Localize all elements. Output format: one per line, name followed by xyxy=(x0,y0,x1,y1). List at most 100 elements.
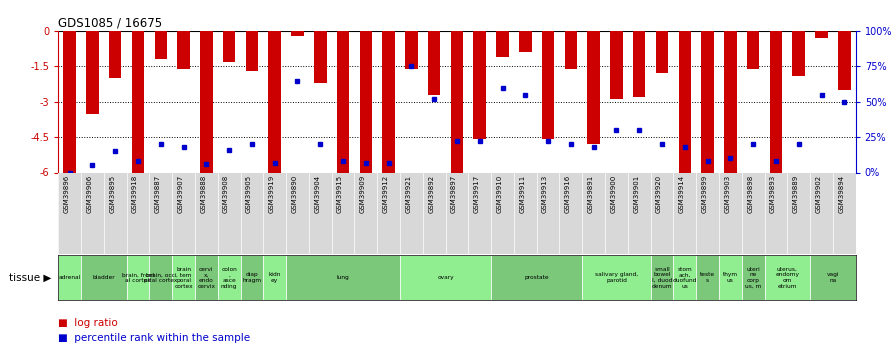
Text: GSM39898: GSM39898 xyxy=(747,175,754,213)
Bar xyxy=(337,31,349,172)
Bar xyxy=(359,31,372,172)
Bar xyxy=(132,31,144,172)
Bar xyxy=(286,255,400,300)
Text: GSM39911: GSM39911 xyxy=(520,175,525,213)
Bar xyxy=(719,255,742,300)
Bar xyxy=(109,31,122,78)
Text: diap
hragm: diap hragm xyxy=(242,272,262,283)
Bar xyxy=(588,31,600,144)
Text: GSM39903: GSM39903 xyxy=(724,175,730,213)
Text: GSM39890: GSM39890 xyxy=(291,175,297,213)
Bar xyxy=(650,255,674,300)
Text: teste
s: teste s xyxy=(700,272,715,283)
Bar xyxy=(383,31,395,172)
Bar xyxy=(696,255,719,300)
Bar xyxy=(58,255,81,300)
Text: GSM39901: GSM39901 xyxy=(633,175,639,213)
Bar xyxy=(792,31,805,76)
Text: GSM39912: GSM39912 xyxy=(383,175,389,213)
Bar xyxy=(154,31,167,59)
Text: GSM39915: GSM39915 xyxy=(337,175,343,213)
Bar xyxy=(172,255,195,300)
Text: adrenal: adrenal xyxy=(58,275,81,280)
Text: GSM39887: GSM39887 xyxy=(155,175,160,213)
Text: GSM39919: GSM39919 xyxy=(269,175,275,213)
Bar xyxy=(747,31,760,69)
Text: brain
, tem
poral
cortex: brain , tem poral cortex xyxy=(174,267,193,289)
Bar xyxy=(195,255,218,300)
Text: prostate: prostate xyxy=(524,275,549,280)
Text: ■  log ratio: ■ log ratio xyxy=(58,318,118,327)
Bar xyxy=(263,255,286,300)
Bar xyxy=(838,31,850,90)
Text: GSM39907: GSM39907 xyxy=(177,175,184,213)
Text: small
bowel
I, duod
denum: small bowel I, duod denum xyxy=(651,267,672,289)
Text: GSM39920: GSM39920 xyxy=(656,175,662,213)
Bar xyxy=(81,255,126,300)
Text: cervi
x,
endo
cervix: cervi x, endo cervix xyxy=(197,267,215,289)
Text: GSM39899: GSM39899 xyxy=(702,175,708,213)
Text: stom
ach,
duofund
us: stom ach, duofund us xyxy=(673,267,697,289)
Bar xyxy=(405,31,418,69)
Bar xyxy=(246,31,258,71)
Bar xyxy=(64,31,76,172)
Bar xyxy=(674,255,696,300)
Bar xyxy=(542,31,555,139)
Text: brain, front
al cortex: brain, front al cortex xyxy=(122,272,154,283)
Text: GSM39896: GSM39896 xyxy=(64,175,70,213)
Bar xyxy=(610,31,623,99)
Text: salivary gland,
parotid: salivary gland, parotid xyxy=(595,272,638,283)
Text: GSM39905: GSM39905 xyxy=(246,175,252,213)
Bar xyxy=(291,31,304,36)
Bar xyxy=(519,31,531,52)
Text: GSM39913: GSM39913 xyxy=(542,175,548,213)
Text: GSM39916: GSM39916 xyxy=(564,175,571,213)
Text: GSM39900: GSM39900 xyxy=(610,175,616,213)
Bar xyxy=(770,31,782,172)
Text: GSM39897: GSM39897 xyxy=(451,175,457,213)
Text: uterus,
endomy
om
etrium: uterus, endomy om etrium xyxy=(775,267,799,289)
Bar xyxy=(491,255,582,300)
Bar xyxy=(200,31,212,172)
Bar xyxy=(496,31,509,57)
Bar xyxy=(678,31,691,172)
Bar xyxy=(473,31,486,139)
Bar xyxy=(810,255,856,300)
Text: GSM39891: GSM39891 xyxy=(588,175,594,213)
Text: tissue ▶: tissue ▶ xyxy=(9,273,51,283)
Bar xyxy=(815,31,828,38)
Bar xyxy=(150,255,172,300)
Text: lung: lung xyxy=(337,275,349,280)
Text: brain, occi
pital cortex: brain, occi pital cortex xyxy=(144,272,177,283)
Bar xyxy=(656,31,668,73)
Text: GSM39893: GSM39893 xyxy=(770,175,776,213)
Text: GSM39906: GSM39906 xyxy=(86,175,92,213)
Text: thym
us: thym us xyxy=(723,272,738,283)
Bar xyxy=(86,31,99,114)
Bar xyxy=(269,31,281,172)
Bar xyxy=(218,255,240,300)
Text: GDS1085 / 16675: GDS1085 / 16675 xyxy=(58,17,162,30)
Bar xyxy=(240,255,263,300)
Text: vagi
na: vagi na xyxy=(827,272,840,283)
Bar xyxy=(564,31,577,69)
Text: GSM39909: GSM39909 xyxy=(360,175,366,213)
Text: GSM39908: GSM39908 xyxy=(223,175,229,213)
Text: GSM39889: GSM39889 xyxy=(793,175,798,213)
Text: GSM39904: GSM39904 xyxy=(314,175,320,213)
Text: GSM39914: GSM39914 xyxy=(679,175,685,213)
Bar xyxy=(223,31,236,62)
Bar xyxy=(633,31,645,97)
Bar xyxy=(742,255,764,300)
Bar xyxy=(126,255,150,300)
Text: kidn
ey: kidn ey xyxy=(269,272,280,283)
Bar xyxy=(428,31,441,95)
Text: ovary: ovary xyxy=(437,275,454,280)
Text: colon
,
asce
nding: colon , asce nding xyxy=(221,267,237,289)
Bar xyxy=(582,255,650,300)
Bar xyxy=(177,31,190,69)
Text: bladder: bladder xyxy=(92,275,115,280)
Bar xyxy=(400,255,491,300)
Text: GSM39917: GSM39917 xyxy=(474,175,479,213)
Text: GSM39910: GSM39910 xyxy=(496,175,503,213)
